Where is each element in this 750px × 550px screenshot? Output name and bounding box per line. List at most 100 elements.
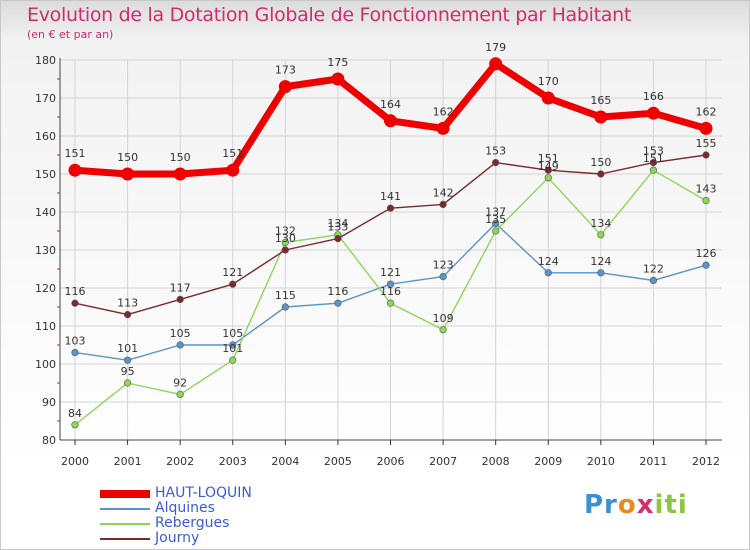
data-label-rebergues-2006: 116 (380, 285, 401, 298)
data-label-haut-loquin-2007: 162 (433, 105, 454, 118)
y-tick-label-180: 180 (35, 54, 56, 67)
data-label-journy-2009: 151 (538, 152, 559, 165)
x-tick-label-2011: 2011 (639, 455, 667, 468)
data-label-haut-loquin-2004: 173 (275, 64, 296, 77)
data-label-rebergues-2004: 132 (275, 224, 296, 237)
data-point-alquines-2010 (597, 269, 605, 277)
data-point-journy-2012 (702, 151, 710, 159)
data-point-haut-loquin-2006 (384, 114, 397, 128)
data-point-alquines-2001 (123, 356, 132, 364)
data-point-haut-loquin-2000 (68, 163, 82, 177)
data-point-alquines-2004 (281, 303, 289, 311)
data-label-alquines-2009: 124 (538, 255, 559, 268)
data-point-rebergues-2004 (281, 238, 289, 246)
legend-label-journy: Journy (155, 530, 200, 546)
data-label-rebergues-2001: 95 (121, 365, 135, 378)
y-tick-label-80: 80 (42, 434, 56, 447)
data-label-journy-2006: 141 (380, 190, 401, 203)
data-label-journy-2008: 153 (485, 145, 506, 158)
data-label-alquines-2011: 122 (643, 262, 664, 275)
x-tick-label-2003: 2003 (219, 455, 247, 468)
data-point-journy-2002 (176, 295, 184, 304)
y-tick-label-170: 170 (35, 92, 56, 105)
data-label-alquines-2006: 121 (380, 266, 401, 279)
legend-label-alquines: Alquines (155, 500, 215, 516)
legend-swatch-rebergues (100, 523, 150, 525)
x-tick-label-2009: 2009 (534, 455, 562, 468)
data-label-journy-2005: 133 (327, 221, 348, 234)
data-point-journy-2005 (334, 235, 342, 243)
data-point-alquines-2002 (176, 341, 184, 349)
y-tick-label-160: 160 (35, 130, 56, 143)
data-label-alquines-2003: 105 (222, 327, 243, 340)
data-label-journy-2002: 117 (170, 281, 191, 294)
proxiti-logo: Proxiti (584, 490, 688, 520)
data-label-alquines-2012: 126 (696, 247, 717, 260)
data-label-alquines-2005: 116 (327, 285, 348, 298)
x-tick-label-2008: 2008 (482, 455, 510, 468)
data-point-alquines-2011 (649, 276, 658, 285)
data-label-haut-loquin-2002: 150 (170, 151, 191, 164)
data-point-haut-loquin-2004 (278, 80, 292, 94)
data-label-journy-2010: 150 (590, 156, 611, 169)
y-tick-label-110: 110 (35, 320, 56, 333)
data-label-rebergues-2011: 151 (643, 152, 664, 165)
data-label-haut-loquin-2005: 175 (327, 56, 348, 69)
line-chart: 80 90 100 110 120 130 140 150 160 170 180 2000 2001 2… (35, 41, 722, 468)
data-point-haut-loquin-2011 (646, 106, 660, 120)
y-tick-label-100: 100 (35, 358, 56, 371)
data-label-rebergues-2009: 149 (538, 160, 559, 173)
axes: 80 90 100 110 120 130 140 150 160 170 180 2000 2001 2… (35, 54, 722, 468)
data-label-journy-2003: 121 (222, 266, 243, 279)
data-point-alquines-2000 (71, 349, 79, 357)
data-point-alquines-2006 (386, 280, 395, 288)
data-point-journy-2008 (492, 159, 500, 167)
data-point-haut-loquin-2001 (121, 167, 135, 181)
data-label-haut-loquin-2008: 179 (485, 41, 506, 54)
data-label-rebergues-2000: 84 (68, 407, 82, 420)
data-point-journy-2003 (229, 280, 237, 288)
data-label-rebergues-2003: 101 (222, 342, 243, 355)
data-label-haut-loquin-2001: 150 (117, 151, 138, 164)
data-point-rebergues-2003 (229, 356, 237, 364)
data-label-haut-loquin-2000: 151 (65, 147, 86, 160)
x-tick-label-2000: 2000 (61, 455, 89, 468)
data-point-journy-2007 (439, 200, 447, 208)
data-point-rebergues-2002 (176, 390, 184, 399)
series-lines (68, 57, 713, 429)
data-point-rebergues-2012 (702, 197, 710, 205)
data-point-haut-loquin-2009 (541, 91, 555, 105)
data-label-journy-2012: 155 (696, 137, 717, 150)
y-tick-label-140: 140 (35, 206, 56, 219)
legend-swatch-alquines (100, 508, 150, 510)
data-label-rebergues-2002: 92 (173, 376, 187, 389)
legend-swatch-haut-loquin (100, 490, 150, 498)
data-point-haut-loquin-2003 (226, 163, 240, 177)
data-point-rebergues-2008 (492, 227, 500, 235)
data-point-alquines-2005 (334, 299, 342, 307)
data-label-alquines-2010: 124 (590, 255, 611, 268)
data-label-rebergues-2008: 135 (485, 213, 506, 226)
legend-swatch-journy (100, 538, 150, 540)
data-point-journy-2010 (597, 170, 605, 178)
data-point-haut-loquin-2010 (594, 110, 608, 124)
y-tick-label-120: 120 (35, 282, 56, 295)
data-label-journy-2004: 130 (275, 232, 296, 245)
data-label-journy-2001: 113 (117, 297, 138, 310)
legend-item-haut-loquin: HAUT-LOQUIN (100, 486, 320, 501)
data-point-haut-loquin-2002 (173, 167, 187, 181)
data-point-alquines-2012 (702, 261, 710, 269)
data-label-haut-loquin-2006: 164 (380, 98, 401, 111)
data-label-haut-loquin-2009: 170 (538, 75, 559, 88)
data-labels: 103 101 105 105 115 116 121 123 137 124 124 122 126 8… (65, 41, 717, 420)
data-label-journy-2011: 153 (643, 145, 664, 158)
data-point-journy-2000 (71, 299, 79, 307)
data-point-haut-loquin-2008 (489, 57, 503, 71)
x-tick-label-2012: 2012 (692, 455, 720, 468)
legend-label-haut-loquin: HAUT-LOQUIN (155, 485, 252, 501)
data-point-alquines-2007 (439, 273, 447, 281)
data-label-rebergues-2010: 134 (590, 217, 611, 230)
data-point-rebergues-2001 (123, 379, 132, 387)
data-point-journy-2011 (649, 159, 658, 167)
